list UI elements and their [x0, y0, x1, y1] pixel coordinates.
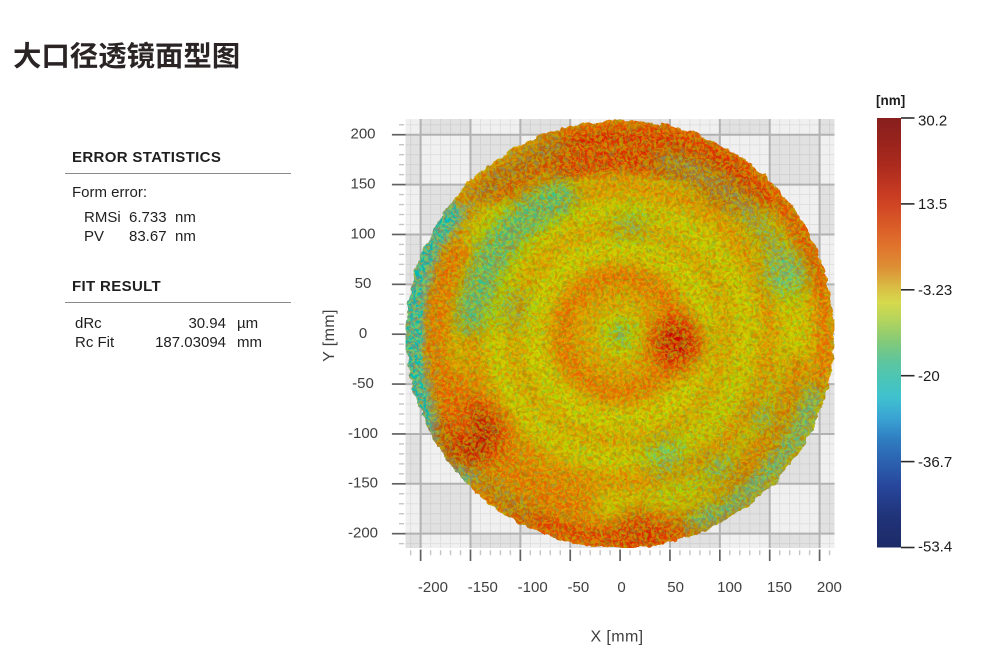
svg-text:0: 0: [359, 325, 367, 342]
svg-text:-100: -100: [348, 425, 378, 442]
svg-text:-50: -50: [568, 579, 590, 596]
svg-text:[nm]: [nm]: [876, 93, 905, 108]
svg-text:Y [mm]: Y [mm]: [321, 309, 338, 362]
svg-text:-150: -150: [468, 579, 498, 596]
svg-text:13.5: 13.5: [918, 196, 947, 213]
svg-text:-150: -150: [348, 475, 378, 492]
svg-text:-36.7: -36.7: [918, 454, 952, 471]
svg-text:-50: -50: [352, 375, 374, 392]
svg-text:150: 150: [350, 175, 375, 192]
svg-text:-100: -100: [518, 579, 548, 596]
svg-text:100: 100: [717, 579, 742, 596]
svg-text:-3.23: -3.23: [918, 282, 952, 299]
svg-text:200: 200: [817, 579, 842, 596]
svg-text:100: 100: [350, 225, 375, 242]
svg-text:50: 50: [355, 275, 372, 292]
svg-text:30.2: 30.2: [918, 113, 947, 130]
svg-text:-20: -20: [918, 368, 940, 385]
svg-text:-53.4: -53.4: [918, 539, 952, 556]
svg-text:X [mm]: X [mm]: [590, 629, 643, 646]
svg-text:-200: -200: [348, 525, 378, 542]
svg-text:-200: -200: [418, 579, 448, 596]
svg-text:0: 0: [617, 579, 625, 596]
svg-text:50: 50: [667, 579, 684, 596]
svg-text:200: 200: [350, 126, 375, 143]
svg-text:150: 150: [767, 579, 792, 596]
